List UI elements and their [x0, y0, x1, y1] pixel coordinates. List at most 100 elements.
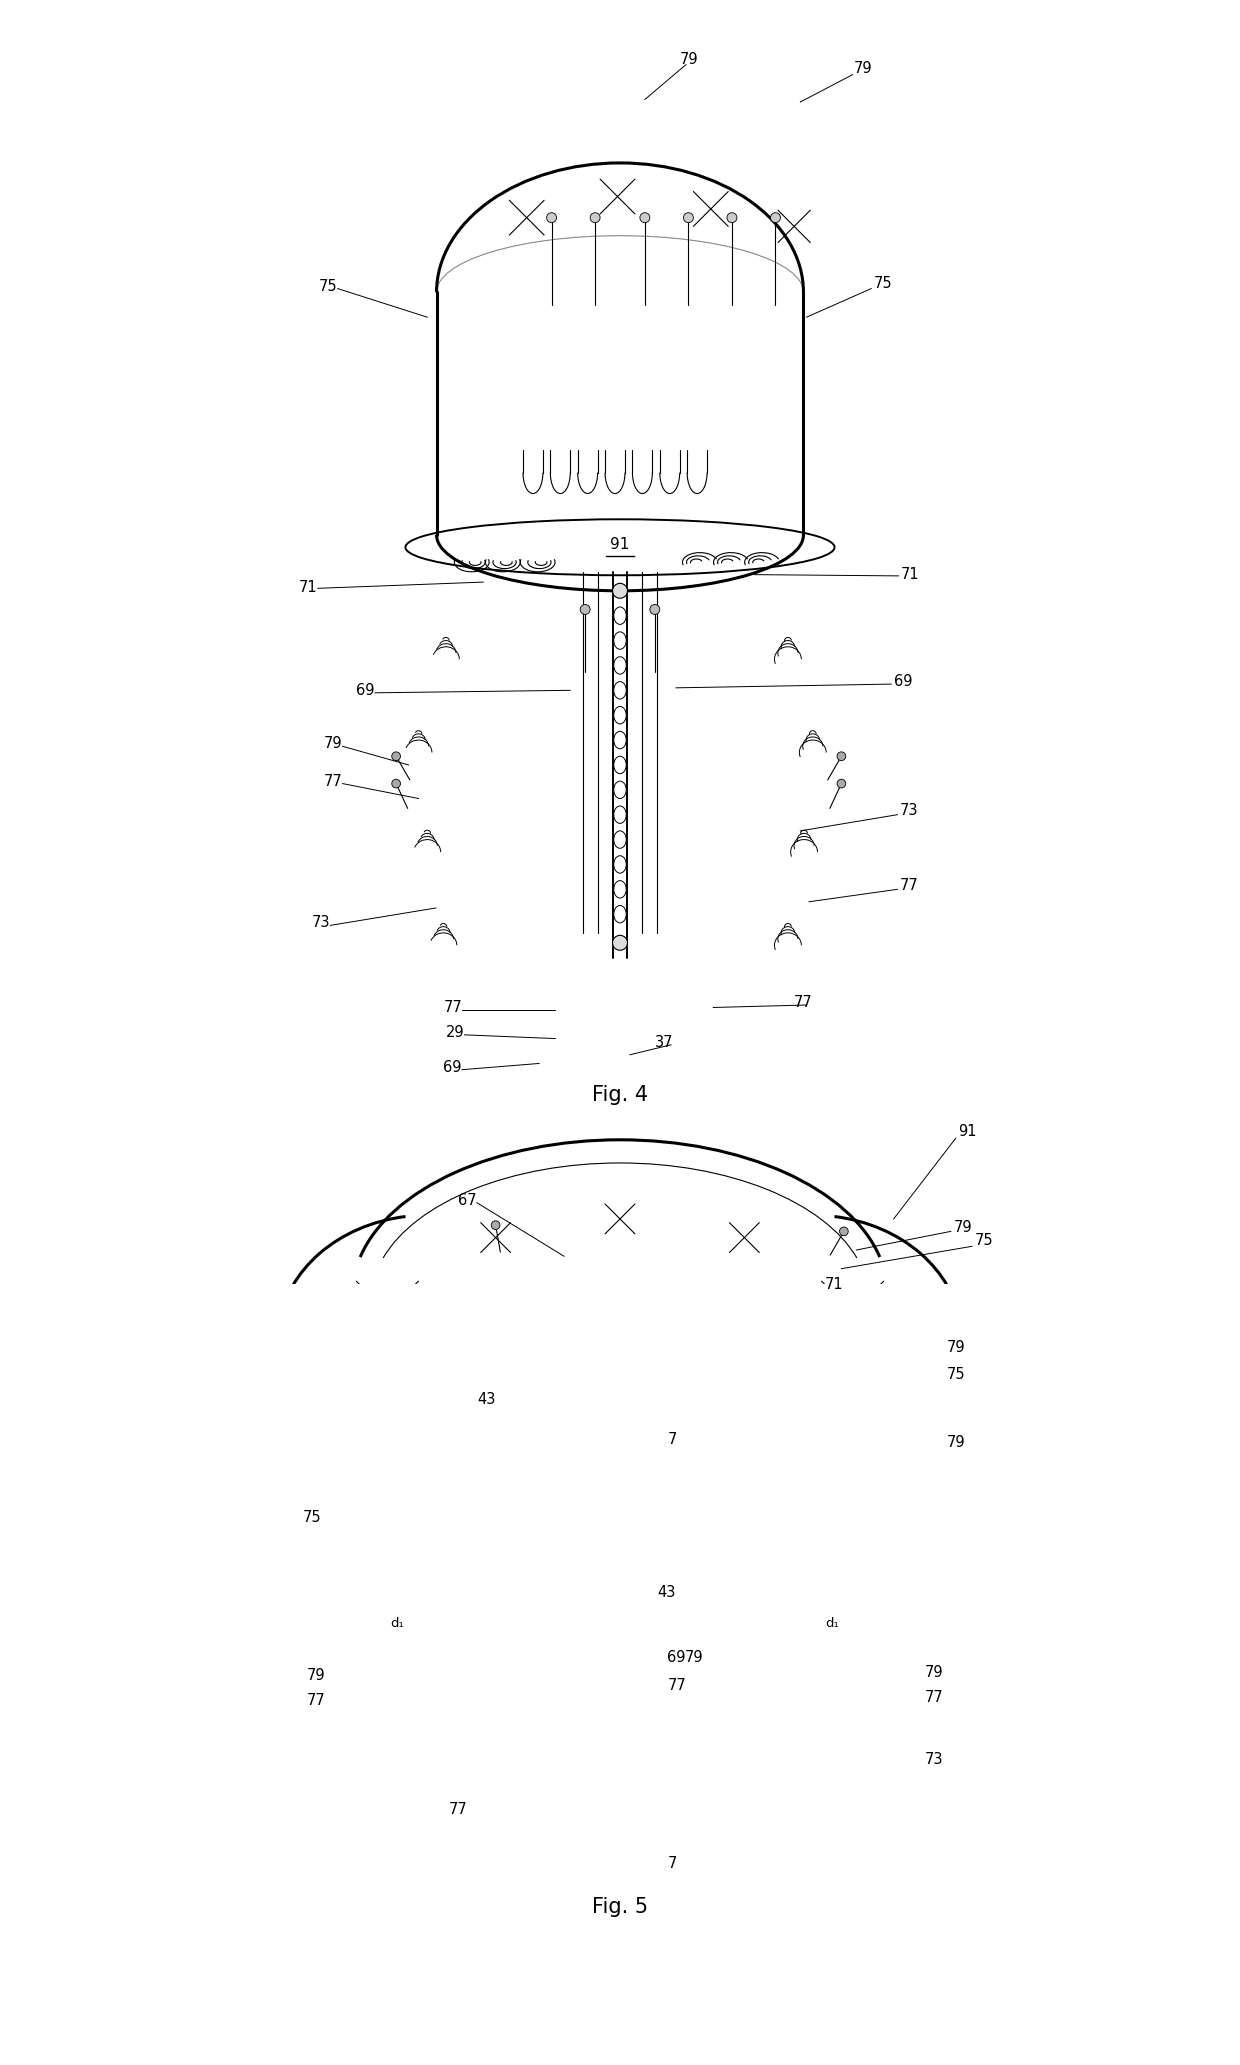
Ellipse shape [722, 1396, 730, 1408]
Text: 75: 75 [319, 279, 337, 293]
Text: 43: 43 [657, 1584, 676, 1600]
Circle shape [613, 1472, 627, 1487]
Ellipse shape [614, 1491, 626, 1505]
Ellipse shape [722, 1417, 730, 1429]
Text: 77: 77 [900, 878, 919, 892]
Circle shape [547, 213, 557, 223]
Ellipse shape [614, 706, 626, 725]
Circle shape [837, 779, 846, 789]
Text: 77: 77 [794, 995, 813, 1010]
Text: 43: 43 [477, 1392, 495, 1406]
Ellipse shape [614, 1536, 626, 1551]
Ellipse shape [614, 1648, 626, 1662]
Text: 77: 77 [449, 1803, 467, 1817]
Text: 79: 79 [954, 1220, 972, 1235]
Text: 71: 71 [901, 568, 920, 582]
Circle shape [852, 1433, 861, 1441]
Ellipse shape [722, 1497, 730, 1510]
Ellipse shape [722, 1516, 730, 1528]
Ellipse shape [614, 731, 626, 750]
Ellipse shape [614, 657, 626, 673]
Text: 69: 69 [356, 684, 374, 698]
Ellipse shape [614, 1671, 626, 1685]
Ellipse shape [614, 1559, 626, 1574]
Circle shape [837, 752, 846, 760]
Text: Fig. 4: Fig. 4 [591, 1084, 649, 1105]
Ellipse shape [614, 1582, 626, 1596]
Ellipse shape [614, 855, 626, 873]
Text: 91: 91 [959, 1123, 977, 1140]
Text: 37: 37 [655, 1035, 673, 1049]
Circle shape [491, 1220, 500, 1229]
Ellipse shape [614, 1737, 626, 1753]
Ellipse shape [614, 1602, 626, 1619]
Text: 79: 79 [854, 60, 873, 76]
Text: d₁: d₁ [389, 1617, 404, 1629]
Text: 75: 75 [303, 1510, 321, 1524]
Circle shape [613, 935, 627, 950]
Ellipse shape [614, 880, 626, 898]
Text: 79: 79 [925, 1664, 944, 1681]
Ellipse shape [510, 1497, 518, 1510]
Text: 7: 7 [667, 1431, 677, 1448]
Ellipse shape [614, 1759, 626, 1776]
Circle shape [613, 582, 627, 599]
Text: 73: 73 [900, 803, 919, 818]
Text: 79: 79 [684, 1650, 703, 1666]
Ellipse shape [510, 1396, 518, 1408]
Ellipse shape [614, 1625, 626, 1640]
Text: 73: 73 [925, 1753, 944, 1768]
Ellipse shape [614, 1716, 626, 1730]
Ellipse shape [510, 1476, 518, 1489]
Text: Fig. 5: Fig. 5 [591, 1898, 649, 1916]
Text: 29: 29 [446, 1024, 465, 1041]
Text: 73: 73 [311, 915, 330, 931]
Text: 69: 69 [894, 673, 913, 690]
Ellipse shape [722, 1476, 730, 1489]
Circle shape [640, 213, 650, 223]
Text: 79: 79 [947, 1340, 966, 1355]
Ellipse shape [510, 1377, 518, 1390]
Text: 69: 69 [667, 1650, 686, 1666]
Text: 71: 71 [826, 1278, 844, 1293]
Circle shape [839, 1227, 848, 1235]
Ellipse shape [510, 1516, 518, 1528]
Ellipse shape [722, 1437, 730, 1450]
Circle shape [580, 605, 590, 615]
Text: 77: 77 [444, 999, 463, 1016]
Circle shape [770, 213, 780, 223]
Text: 79: 79 [947, 1435, 966, 1450]
Text: 77: 77 [925, 1691, 944, 1706]
Circle shape [392, 779, 401, 789]
Text: 91: 91 [610, 537, 630, 551]
Circle shape [856, 1654, 864, 1662]
Circle shape [377, 1656, 386, 1664]
Text: 79: 79 [324, 737, 342, 752]
Ellipse shape [614, 681, 626, 700]
Ellipse shape [614, 1693, 626, 1708]
Ellipse shape [614, 781, 626, 799]
Ellipse shape [614, 830, 626, 849]
Text: 7: 7 [667, 1856, 677, 1871]
Ellipse shape [614, 1782, 626, 1797]
Circle shape [830, 1724, 838, 1733]
Text: 75: 75 [947, 1367, 966, 1381]
Circle shape [650, 605, 660, 615]
Ellipse shape [510, 1456, 518, 1468]
Ellipse shape [614, 632, 626, 648]
Text: 77: 77 [306, 1693, 325, 1708]
Ellipse shape [614, 805, 626, 824]
Ellipse shape [614, 1805, 626, 1819]
Ellipse shape [614, 756, 626, 774]
Circle shape [683, 213, 693, 223]
Text: 75: 75 [975, 1233, 993, 1247]
Ellipse shape [722, 1377, 730, 1390]
Text: 79: 79 [680, 52, 698, 68]
Text: 71: 71 [299, 580, 317, 595]
Text: 75: 75 [874, 277, 893, 291]
Circle shape [727, 213, 737, 223]
Ellipse shape [436, 163, 804, 421]
Polygon shape [438, 293, 802, 535]
Circle shape [398, 1724, 407, 1733]
Text: 69: 69 [444, 1059, 461, 1074]
